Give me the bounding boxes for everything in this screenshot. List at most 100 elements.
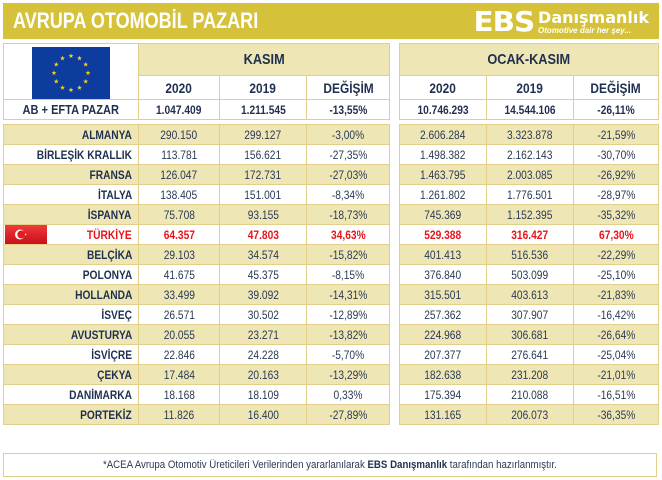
kasim-2020-value: 33.499: [137, 284, 220, 305]
kasim-2020-value: 64.357: [137, 224, 220, 245]
group-kasim: KASIM: [137, 43, 391, 76]
table-row: İSPANYA 75.708 93.155 -18,73% 745.369 1.152.3…: [3, 204, 660, 225]
country-name: İSVEÇ: [3, 304, 139, 325]
ytd-change-value: -35,32%: [572, 204, 660, 225]
column-gap: [389, 204, 400, 225]
ytd-2020-value: 182.638: [399, 364, 487, 385]
footnote: *ACEA Avrupa Otomotiv Üreticileri Verile…: [3, 453, 657, 477]
eu-star: [68, 87, 74, 93]
country-name: ALMANYA: [3, 124, 139, 145]
kasim-2019-value: 47.803: [218, 224, 308, 245]
kasim-2020-value: 17.484: [137, 364, 220, 385]
ytd-2019-value: 231.208: [485, 364, 574, 385]
total-kasim-2019: 1.211.545: [218, 99, 308, 120]
kasim-change-value: 0,33%: [306, 384, 391, 405]
kasim-2020-value: 75.708: [137, 204, 220, 225]
ytd-2020-value: 401.413: [399, 244, 487, 265]
country-name: PORTEKİZ: [3, 404, 139, 425]
kasim-2019-value: 45.375: [218, 264, 308, 285]
ytd-2019-value: 2.162.143: [485, 144, 574, 165]
column-gap: [389, 404, 400, 425]
ytd-2020-value: 175.394: [399, 384, 487, 405]
kasim-change-value: -14,31%: [306, 284, 391, 305]
column-gap: [389, 244, 400, 265]
total-ytd-2019: 14.544.106: [485, 99, 574, 120]
ytd-change-value: -21,01%: [572, 364, 660, 385]
ytd-change-value: -26,64%: [572, 324, 660, 345]
footnote-text: *ACEA Avrupa Otomotiv Üreticileri Verile…: [103, 459, 368, 471]
ytd-2019-value: 516.536: [485, 244, 574, 265]
ytd-2019-value: 276.641: [485, 344, 574, 365]
kasim-2019-value: 172.731: [218, 164, 308, 185]
eu-star: [59, 85, 65, 90]
ytd-change-value: -21,83%: [572, 284, 660, 305]
column-gap: [389, 224, 400, 245]
ytd-2020-value: 315.501: [399, 284, 487, 305]
kasim-2019-value: 23.271: [218, 324, 308, 345]
eu-star: [53, 78, 59, 84]
ytd-2020-value: 257.362: [399, 304, 487, 325]
kasim-change-value: -8,15%: [306, 264, 391, 285]
country-name: TÜRKİYE: [3, 224, 139, 245]
eu-star: [85, 70, 91, 76]
kasim-2020-value: 290.150: [137, 124, 220, 145]
table-row: İTALYA 138.405 151.001 -8,34% 1.261.802 1.776…: [3, 184, 660, 205]
ytd-2019-value: 2.003.085: [485, 164, 574, 185]
kasim-2019-value: 24.228: [218, 344, 308, 365]
column-gap: [389, 284, 400, 305]
ytd-change-value: -25,04%: [572, 344, 660, 365]
ytd-change-value: -30,70%: [572, 144, 660, 165]
kasim-2020-value: 41.675: [137, 264, 220, 285]
total-ytd-change: -26,11%: [572, 99, 660, 120]
table-row: İSVİÇRE 22.846 24.228 -5,70% 207.377 276.641-…: [3, 344, 660, 365]
kasim-2019-value: 34.574: [218, 244, 308, 265]
kasim-change-value: -15,82%: [306, 244, 391, 265]
country-name: POLONYA: [3, 264, 139, 285]
ytd-2019-value: 210.088: [485, 384, 574, 405]
total-ytd-2020: 10.746.293: [399, 99, 487, 120]
table-row: FRANSA 126.047 172.731 -27,03% 1.463.795 2.00…: [3, 164, 660, 185]
kasim-change-value: -8,34%: [306, 184, 391, 205]
ytd-change-value: 67,30%: [572, 224, 660, 245]
eu-star: [53, 61, 59, 67]
country-name: HOLLANDA: [3, 284, 139, 305]
logo-brand: EBS: [473, 5, 536, 38]
col-header-kasim-2019: 2019: [218, 75, 308, 100]
country-name: ÇEKYA: [3, 364, 139, 385]
page-title: AVRUPA OTOMOBİL PAZARI: [13, 8, 259, 33]
kasim-2020-value: 20.055: [137, 324, 220, 345]
country-name: FRANSA: [3, 164, 139, 185]
kasim-2020-value: 113.781: [137, 144, 220, 165]
kasim-change-value: -13,29%: [306, 364, 391, 385]
col-header-kasim-change: DEĞİŞİM: [306, 75, 391, 100]
country-name: BELÇİKA: [3, 244, 139, 265]
ytd-2019-value: 403.613: [485, 284, 574, 305]
table-row: AVUSTURYA 20.055 23.271 -13,82% 224.968 306.6…: [3, 324, 660, 345]
ytd-2019-value: 503.099: [485, 264, 574, 285]
kasim-2019-value: 299.127: [218, 124, 308, 145]
total-kasim-change: -13,55%: [306, 99, 391, 120]
ytd-2019-value: 306.681: [485, 324, 574, 345]
eu-star: [51, 70, 57, 76]
ytd-2020-value: 224.968: [399, 324, 487, 345]
eu-star: [59, 55, 65, 61]
column-gap: [389, 304, 400, 325]
ytd-2019-value: 206.073: [485, 404, 574, 425]
title-bar: AVRUPA OTOMOBİL PAZARI EBS Danışmanlık O…: [3, 3, 659, 39]
ytd-2020-value: 2.606.284: [399, 124, 487, 145]
kasim-change-value: -27,03%: [306, 164, 391, 185]
header-table: KASIM OCAK-KASIM 2020 2019 DEĞİŞİM 2020 …: [3, 43, 660, 120]
eu-flag-icon: [31, 47, 110, 99]
kasim-change-value: 34,63%: [306, 224, 391, 245]
table-row: POLONYA 41.675 45.375 -8,15% 376.840 503.099-…: [3, 264, 660, 285]
kasim-2019-value: 20.163: [218, 364, 308, 385]
table-row: İSVEÇ 26.571 30.502 -12,89% 257.362 307.907 -1…: [3, 304, 660, 325]
kasim-2019-value: 151.001: [218, 184, 308, 205]
country-name: BİRLEŞİK KRALLIK: [3, 144, 139, 165]
ytd-2020-value: 529.388: [399, 224, 487, 245]
table-row: ÇEKYA 17.484 20.163 -13,29% 182.638 231.208 -2…: [3, 364, 660, 385]
column-gap: [389, 384, 400, 405]
ytd-2020-value: 207.377: [399, 344, 487, 365]
kasim-2020-value: 29.103: [137, 244, 220, 265]
kasim-change-value: -5,70%: [306, 344, 391, 365]
